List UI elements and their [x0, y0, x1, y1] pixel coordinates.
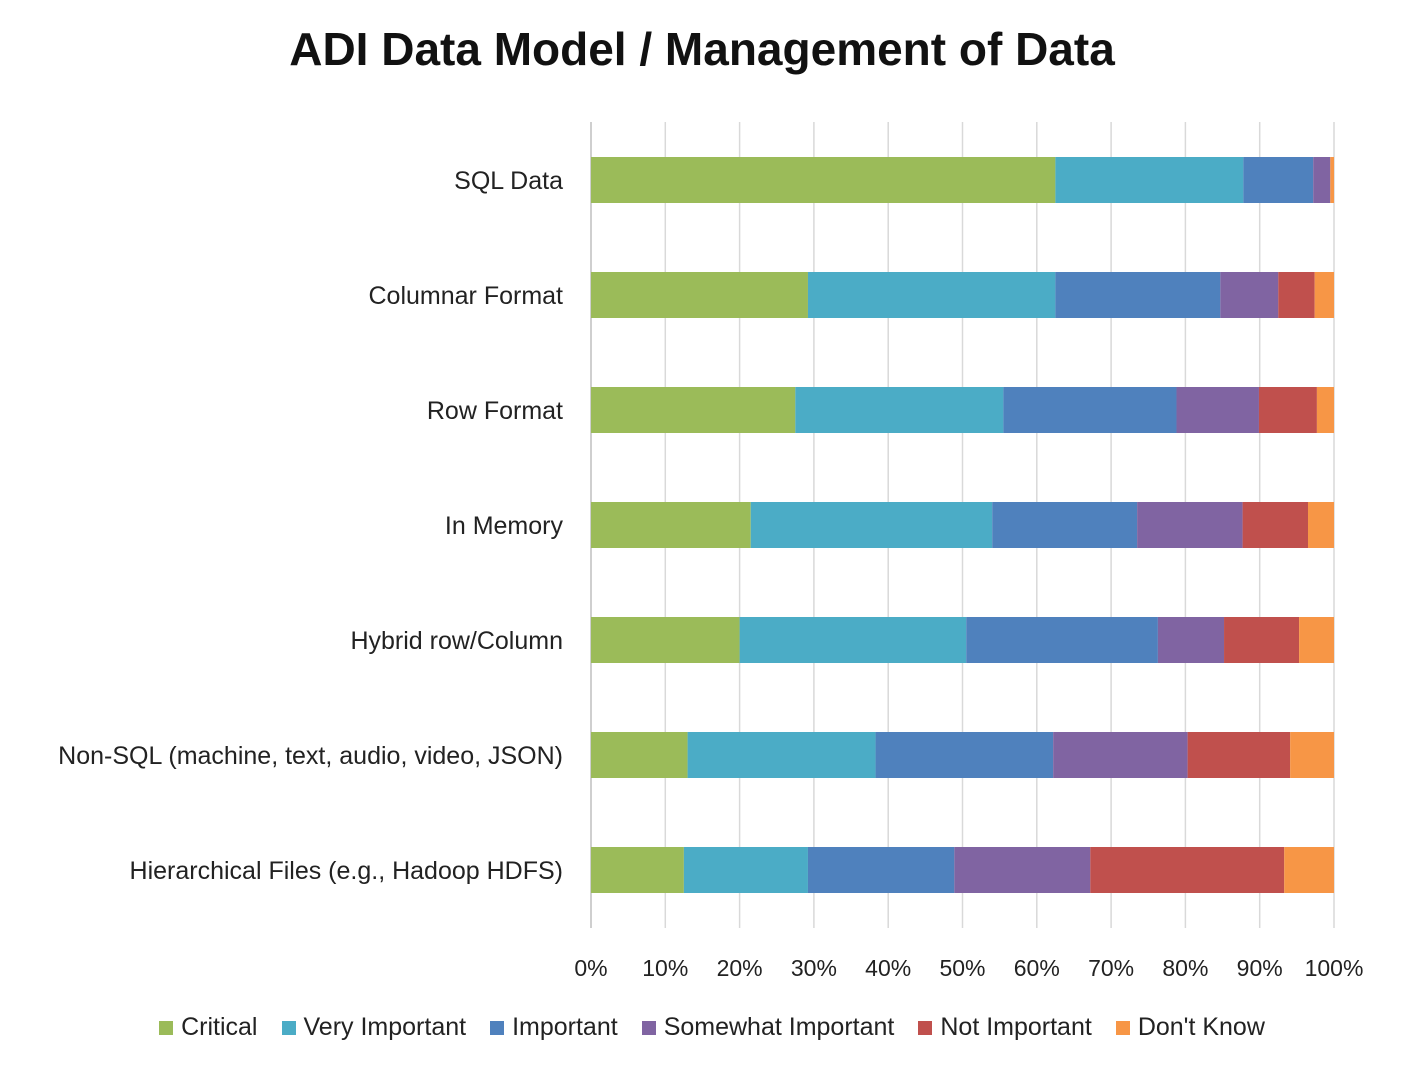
legend-swatch: [641, 1020, 656, 1035]
legend-label: Critical: [181, 1013, 258, 1041]
bar-segment: [1187, 732, 1291, 778]
legend-label: Important: [512, 1013, 618, 1041]
bar-segment: [1176, 387, 1259, 433]
bars: [591, 157, 1334, 893]
x-tick-label: 30%: [791, 955, 837, 981]
bar-segment: [1242, 502, 1308, 548]
bar-segment: [1224, 617, 1300, 663]
legend-swatch: [1115, 1020, 1130, 1035]
bar-segment: [591, 732, 688, 778]
bar-segment: [1278, 272, 1315, 318]
bar-segment: [1003, 387, 1177, 433]
x-tick-label: 20%: [717, 955, 763, 981]
legend-swatch: [281, 1020, 296, 1035]
x-tick-label: 70%: [1088, 955, 1134, 981]
bar-segment: [795, 387, 1004, 433]
bar-segment: [1055, 272, 1221, 318]
bar-segment: [591, 617, 740, 663]
category-label: Columnar Format: [369, 282, 564, 310]
bar-segment: [992, 502, 1138, 548]
bar-segment: [1313, 157, 1331, 203]
bar-segment: [1090, 847, 1285, 893]
bar-segment: [1258, 387, 1317, 433]
x-tick-label: 80%: [1162, 955, 1208, 981]
bar-segment: [1330, 157, 1334, 203]
x-tick-label: 90%: [1237, 955, 1283, 981]
legend: Critical Very Important Important Somewhat …: [0, 1013, 1424, 1042]
bar-segment: [875, 732, 1054, 778]
legend-item: Important: [490, 1013, 618, 1042]
legend-item: Not Important: [918, 1013, 1092, 1042]
bar-segment: [1316, 387, 1334, 433]
category-label: In Memory: [445, 512, 564, 540]
bar-segment: [1243, 157, 1314, 203]
x-tick-label: 0%: [574, 955, 607, 981]
x-tick-label: 100%: [1305, 955, 1364, 981]
legend-label: Somewhat Important: [663, 1013, 895, 1041]
bar-segment: [966, 617, 1158, 663]
x-tick-labels: 0% 10% 20% 30% 40% 50% 60% 70% 80% 90% 100%: [574, 955, 1363, 981]
bar-segment: [683, 847, 808, 893]
category-labels: SQL Data Columnar Format Row Format In Memo…: [58, 167, 563, 885]
bar-segment: [1314, 272, 1334, 318]
bar-segment: [1220, 272, 1279, 318]
bar-segment: [954, 847, 1091, 893]
legend-item: Critical: [159, 1013, 258, 1042]
legend-label: Not Important: [940, 1013, 1092, 1041]
bar-segment: [1284, 847, 1334, 893]
x-tick-label: 40%: [865, 955, 911, 981]
bar-segment: [739, 617, 967, 663]
category-label: Non-SQL (machine, text, audio, video, JS…: [58, 742, 563, 770]
legend-item: Somewhat Important: [641, 1013, 895, 1042]
bar-segment: [591, 272, 808, 318]
bar-segment: [807, 847, 955, 893]
bar-segment: [591, 387, 796, 433]
bar-segment: [1299, 617, 1334, 663]
x-tick-label: 10%: [642, 955, 688, 981]
legend-item: Don't Know: [1115, 1013, 1265, 1042]
category-label: Hybrid row/Column: [350, 627, 563, 655]
bar-segment: [1137, 502, 1243, 548]
legend-label: Don't Know: [1137, 1013, 1265, 1041]
legend-swatch: [159, 1020, 174, 1035]
bar-segment: [1290, 732, 1334, 778]
bar-segment: [1053, 732, 1188, 778]
category-label: Hierarchical Files (e.g., Hadoop HDFS): [130, 857, 563, 885]
bar-segment: [591, 157, 1056, 203]
category-label: Row Format: [427, 397, 563, 425]
legend-item: Very Important: [281, 1013, 467, 1042]
legend-swatch: [490, 1020, 505, 1035]
x-tick-label: 50%: [939, 955, 985, 981]
legend-swatch: [918, 1020, 933, 1035]
x-tick-label: 60%: [1014, 955, 1060, 981]
bar-segment: [807, 272, 1056, 318]
bar-segment: [750, 502, 993, 548]
chart-title: ADI Data Model / Management of Data: [289, 23, 1115, 75]
bar-segment: [1055, 157, 1244, 203]
legend-label: Very Important: [303, 1013, 467, 1041]
bar-segment: [591, 847, 684, 893]
bar-segment: [1157, 617, 1225, 663]
bar-segment: [591, 502, 751, 548]
bar-segment: [687, 732, 876, 778]
category-label: SQL Data: [454, 167, 563, 195]
bar-segment: [1307, 502, 1334, 548]
